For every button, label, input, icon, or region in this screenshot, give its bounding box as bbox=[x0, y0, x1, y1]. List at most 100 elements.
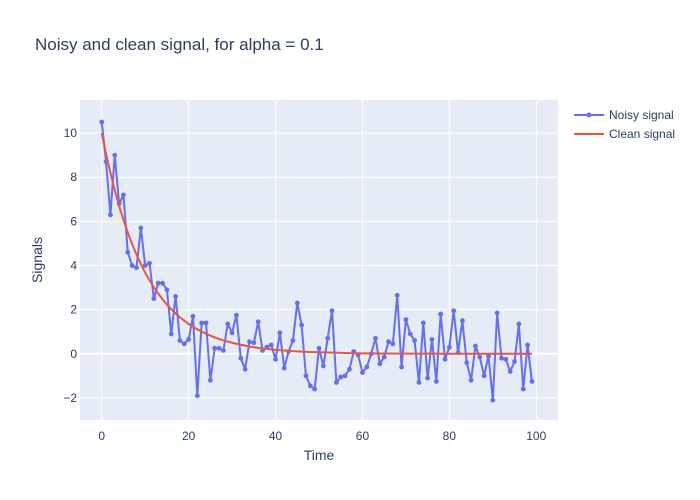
noisy-signal-point bbox=[312, 386, 318, 392]
noisy-signal-point bbox=[307, 383, 313, 389]
clean-signal-line bbox=[100, 132, 532, 355]
noisy-signal-point bbox=[412, 338, 417, 343]
noisy-signal-point bbox=[442, 356, 448, 362]
grid bbox=[80, 100, 558, 420]
noisy-signal-point bbox=[364, 364, 370, 370]
chart-title: Noisy and clean signal, for alpha = 0.1 bbox=[35, 35, 324, 54]
noisy-signal-point bbox=[451, 308, 457, 314]
noisy-signal-point bbox=[268, 342, 274, 348]
x-tick-label: 40 bbox=[269, 429, 283, 443]
noisy-signal-point bbox=[290, 338, 296, 343]
y-tick-label: 4 bbox=[70, 259, 77, 273]
noisy-signal-point bbox=[490, 397, 496, 403]
noisy-signal-point bbox=[199, 320, 205, 326]
noisy-signal-point bbox=[281, 365, 287, 371]
noisy-signal-point bbox=[394, 292, 400, 298]
noisy-signal-point bbox=[486, 353, 491, 359]
legend-item-noisy-signal[interactable]: Noisy signal bbox=[574, 108, 674, 122]
noisy-signal-point bbox=[303, 373, 309, 379]
noisy-signal-line bbox=[100, 121, 533, 402]
noisy-signal-point bbox=[108, 212, 113, 218]
noisy-signal-point bbox=[129, 263, 135, 268]
noisy-signal-point bbox=[142, 263, 148, 268]
noisy-signal-point bbox=[147, 260, 152, 266]
noisy-signal-point bbox=[273, 356, 278, 362]
noisy-signal-point bbox=[512, 359, 517, 364]
noisy-signal-point bbox=[342, 373, 348, 379]
y-tick-label: 0 bbox=[70, 347, 77, 361]
noisy-signal-point bbox=[186, 337, 192, 342]
noisy-signal-point bbox=[112, 152, 118, 158]
noisy-signal-point bbox=[399, 364, 404, 370]
noisy-signal-point bbox=[499, 355, 504, 361]
noisy-signal-point bbox=[333, 380, 339, 385]
noisy-signal-point bbox=[212, 345, 218, 351]
legend-noisy-marker bbox=[586, 112, 592, 118]
noisy-signal-point bbox=[494, 310, 500, 316]
noisy-signal-point bbox=[381, 354, 387, 360]
noisy-signal-point bbox=[425, 375, 431, 381]
noisy-signal-point bbox=[316, 345, 322, 351]
noisy-signal-point bbox=[151, 296, 157, 302]
noisy-signal-point bbox=[438, 311, 444, 317]
noisy-signal-point bbox=[125, 249, 131, 255]
noisy-signal-point bbox=[403, 317, 409, 322]
noisy-signal-point bbox=[255, 319, 261, 325]
x-tick-label: 60 bbox=[356, 429, 370, 443]
noisy-signal-point bbox=[173, 294, 179, 299]
y-tick-label: 8 bbox=[70, 170, 77, 184]
noisy-signal-point bbox=[347, 366, 352, 372]
noisy-signal-point bbox=[433, 378, 439, 384]
noisy-signal-point bbox=[299, 322, 305, 328]
noisy-signal-point bbox=[238, 355, 244, 361]
noisy-signal-point bbox=[190, 313, 196, 319]
noisy-signal-point bbox=[177, 338, 183, 343]
legend-noisy-label: Noisy signal bbox=[609, 108, 674, 122]
x-tick-label: 80 bbox=[443, 429, 457, 443]
noisy-signal-point bbox=[251, 340, 257, 346]
noisy-signal-point bbox=[446, 344, 452, 350]
noisy-signal-point bbox=[229, 330, 235, 336]
noisy-signal-point bbox=[99, 119, 105, 125]
noisy-signal-point bbox=[121, 192, 126, 198]
noisy-signal-point bbox=[194, 393, 200, 399]
noisy-signal-point bbox=[468, 377, 474, 383]
noisy-signal-point bbox=[164, 287, 170, 293]
noisy-signal-point bbox=[460, 318, 465, 324]
noisy-signal-point bbox=[329, 308, 335, 314]
noisy-signal-point bbox=[525, 342, 530, 348]
x-tick-label: 20 bbox=[182, 429, 196, 443]
legend[interactable]: Noisy signal Clean signal bbox=[574, 108, 675, 141]
noisy-signal-point bbox=[477, 354, 483, 360]
noisy-signal-point bbox=[216, 345, 222, 351]
y-tick-label: 6 bbox=[70, 214, 77, 228]
x-axis-title: Time bbox=[304, 447, 335, 463]
plot-area bbox=[80, 100, 558, 420]
noisy-signal-point bbox=[234, 312, 239, 318]
noisy-signal-point bbox=[242, 366, 248, 372]
noisy-signal-point bbox=[247, 339, 252, 345]
noisy-signal-point bbox=[294, 300, 300, 306]
noisy-signal-point bbox=[277, 330, 283, 336]
noisy-signal-point bbox=[520, 386, 526, 392]
noisy-signal-point bbox=[360, 370, 365, 375]
legend-item-clean-signal[interactable]: Clean signal bbox=[574, 127, 675, 141]
noisy-signal-point bbox=[225, 321, 231, 327]
noisy-signal-point bbox=[138, 225, 144, 231]
noisy-signal-point bbox=[386, 339, 391, 345]
noisy-signal-point bbox=[390, 341, 396, 347]
noisy-signal-point bbox=[325, 335, 331, 341]
y-tick-label: −2 bbox=[63, 391, 77, 405]
noisy-signal-point bbox=[155, 280, 161, 286]
noisy-signal-point bbox=[420, 320, 426, 326]
noisy-signal-point bbox=[207, 377, 213, 383]
noisy-signal-point bbox=[320, 363, 326, 369]
noisy-signal-point bbox=[407, 331, 413, 337]
noisy-signal-point bbox=[203, 320, 209, 326]
tick-labels: 0 20 40 60 80 100 −2 0 2 4 6 8 10 bbox=[63, 126, 546, 443]
series-layer bbox=[99, 119, 535, 403]
noisy-signal-point bbox=[134, 265, 139, 271]
x-tick-label: 100 bbox=[526, 429, 546, 443]
